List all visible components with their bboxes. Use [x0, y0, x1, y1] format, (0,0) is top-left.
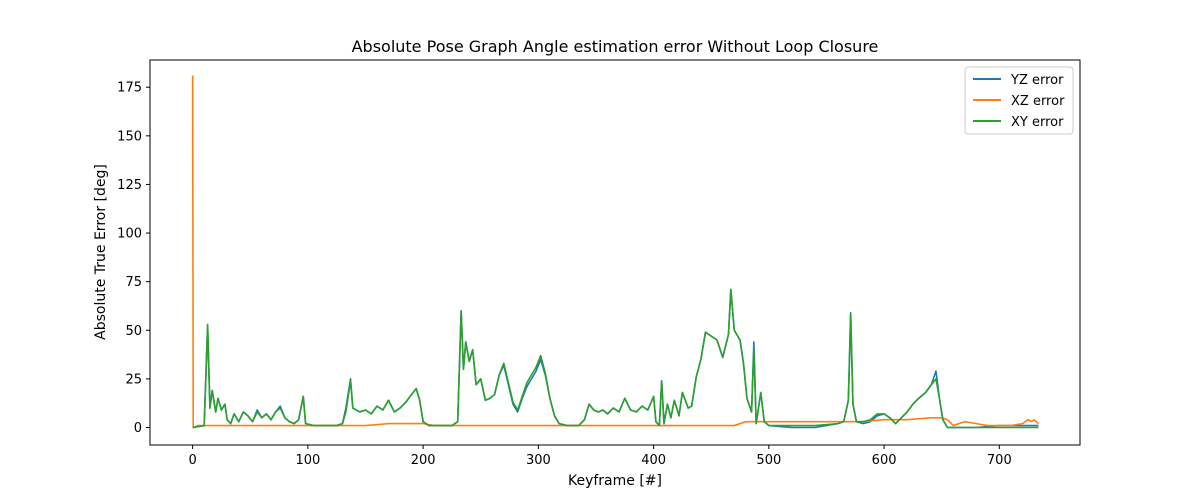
plot-area	[191, 75, 1040, 429]
legend-box	[964, 66, 1074, 135]
y-tick-label: 150	[117, 129, 142, 144]
x-tick-label: 300	[526, 453, 551, 468]
x-tick-label: 0	[188, 453, 196, 468]
y-axis-label: Absolute True Error [deg]	[93, 164, 109, 340]
plot-frame	[149, 59, 1081, 446]
x-tick-label: 500	[756, 453, 781, 468]
x-tick-label: 200	[411, 453, 436, 468]
chart-title: Absolute Pose Graph Angle estimation err…	[352, 37, 879, 56]
x-axis-label: Keyframe [#]	[568, 473, 662, 489]
x-tick-label: 100	[295, 453, 320, 468]
x-axis: 0 100 200 300 400 500 600 700	[188, 445, 1012, 468]
x-tick-label: 600	[872, 453, 897, 468]
series-line-xy-error	[192, 288, 1039, 429]
x-tick-label: 400	[641, 453, 666, 468]
series-line-xz-error	[191, 75, 1040, 429]
legend-label: XY error	[1011, 115, 1064, 130]
y-tick-label: 25	[125, 372, 142, 387]
legend-label: XZ error	[1011, 94, 1065, 109]
legend-label: YZ error	[1010, 73, 1064, 88]
y-tick-label: 125	[117, 178, 142, 193]
y-tick-label: 75	[125, 275, 142, 290]
y-tick-label: 50	[125, 324, 142, 339]
y-tick-label: 0	[134, 421, 142, 436]
y-tick-label: 100	[117, 227, 142, 242]
x-tick-label: 700	[987, 453, 1012, 468]
y-tick-label: 175	[117, 81, 142, 96]
y-axis: 0 25 50 75 100 125 150 175	[117, 81, 150, 436]
legend: YZ error XZ error XY error	[964, 66, 1074, 135]
